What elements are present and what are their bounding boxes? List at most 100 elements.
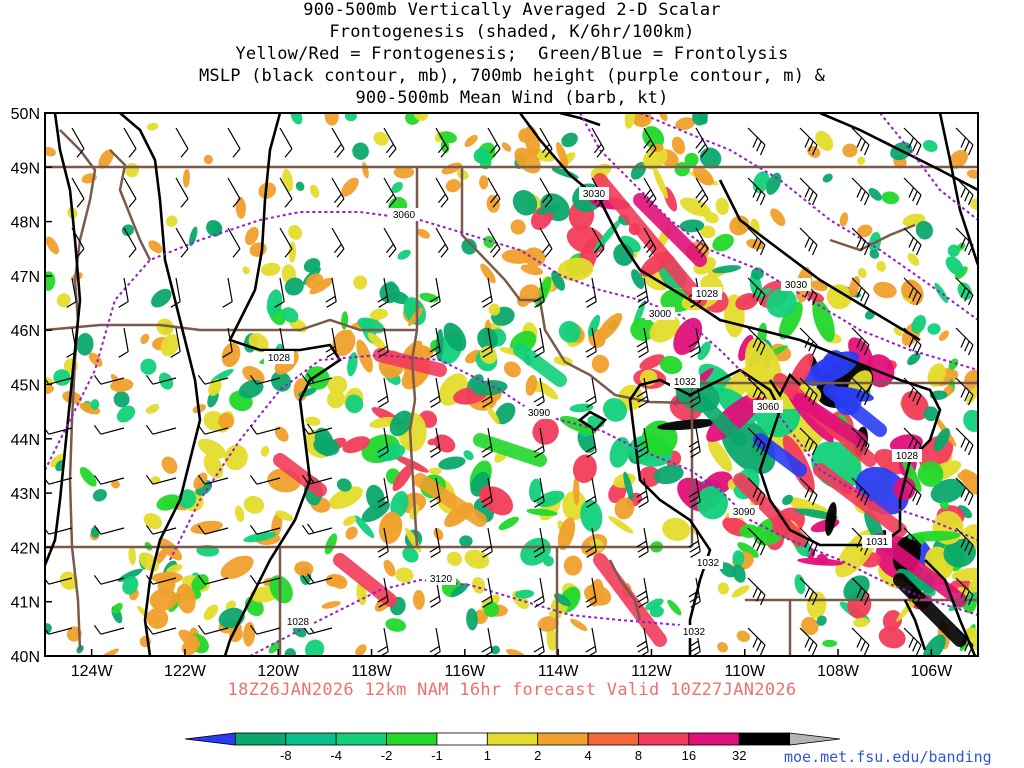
wind-barb <box>66 327 77 358</box>
shading-blob <box>674 161 690 177</box>
wind-barb <box>145 524 177 535</box>
shading-blob <box>609 437 631 468</box>
mslp-label-1028-north: 1028 <box>692 287 722 300</box>
height-label-3120: 3120 <box>426 572 456 585</box>
svg-text:3060: 3060 <box>757 402 780 413</box>
shading-blob <box>245 226 259 246</box>
shading-blob <box>869 249 880 259</box>
shading-blob <box>295 181 305 192</box>
wind-barb <box>799 227 818 256</box>
shading-blob <box>193 472 208 490</box>
shading-blob <box>557 257 594 282</box>
shading-blob <box>116 405 136 423</box>
shading-blob <box>92 488 107 502</box>
wind-barb <box>123 127 137 158</box>
wind-barb <box>301 473 333 485</box>
shading-blob <box>466 608 478 631</box>
colorbar-swatch <box>688 732 740 746</box>
shading-blob <box>623 471 634 501</box>
wind-barb <box>227 227 241 258</box>
svg-text:3090: 3090 <box>733 507 756 518</box>
mslp-label-1028-sw: 1028 <box>283 615 313 628</box>
shading-blob <box>438 456 466 470</box>
shading-blob <box>143 513 162 530</box>
wind-barb <box>435 177 449 208</box>
lon-label: 124W <box>71 663 114 680</box>
shading-band <box>813 463 907 537</box>
shading-blob <box>934 282 949 304</box>
colorbar-swatch <box>638 732 690 746</box>
wind-barb <box>123 227 137 258</box>
wind-barb <box>643 127 657 158</box>
shading-blob <box>525 374 538 396</box>
wind-barb <box>643 177 657 208</box>
colorbar-tick-label: -8 <box>280 748 292 763</box>
shading-blob <box>305 273 324 289</box>
wind-barb <box>145 374 177 385</box>
lat-label: 45N <box>11 378 40 395</box>
wind-barb <box>747 277 766 306</box>
shading-blob <box>563 555 583 576</box>
wind-barb <box>747 627 766 656</box>
shading-band <box>593 553 667 647</box>
shading-band <box>793 393 867 447</box>
shading-blob <box>197 438 227 459</box>
shading-blob <box>483 601 499 618</box>
shading-blob <box>927 363 946 387</box>
shading-blob <box>732 564 746 583</box>
wind-barb <box>539 177 553 208</box>
shading-blob <box>911 314 927 334</box>
wind-barb <box>747 527 766 556</box>
wind-barb <box>903 327 922 356</box>
wind-barb <box>222 327 233 358</box>
lat-label: 41N <box>11 595 40 612</box>
shading-blob <box>736 630 751 642</box>
colorbar-swatch <box>386 732 438 746</box>
wind-barb <box>249 624 281 635</box>
shading-blob <box>480 263 496 284</box>
shading-blob <box>243 495 265 514</box>
shading-blob <box>397 249 411 260</box>
lon-label: 112W <box>631 663 673 680</box>
svg-text:3090: 3090 <box>528 408 551 419</box>
shading-blob <box>424 347 434 357</box>
wind-barb <box>279 227 293 258</box>
shading-blob <box>882 610 902 631</box>
shading-blob <box>624 113 636 129</box>
frontogenesis-shading <box>45 113 978 656</box>
mslp-label-1028-east: 1028 <box>892 449 922 462</box>
shading-blob <box>717 641 728 653</box>
shading-blob <box>948 149 968 169</box>
wind-barb <box>955 427 974 456</box>
shading-blob <box>479 175 489 190</box>
shading-blob <box>731 585 750 598</box>
wind-barb <box>249 574 281 585</box>
shading-blob <box>569 403 594 413</box>
svg-text:1032: 1032 <box>683 627 706 638</box>
wind-barb <box>331 227 345 258</box>
wind-barb <box>851 327 870 356</box>
wind-barb <box>197 374 229 385</box>
shading-blob <box>591 354 610 373</box>
wind-barb <box>585 527 597 558</box>
shading-blob <box>140 358 157 375</box>
shading-blob <box>735 293 759 311</box>
wind-barb <box>249 524 281 535</box>
colorbar-swatch <box>436 732 488 746</box>
colorbar-swatch <box>184 732 236 746</box>
shading-blob <box>901 390 929 421</box>
wind-barb <box>799 527 818 556</box>
shading-blob <box>587 314 601 337</box>
shading-blob <box>675 117 696 131</box>
axis-labels: 50N 49N 48N 47N 46N 45N 44N 43N 42N 41N 40N 124W 122… <box>11 106 954 680</box>
title-line-1: 900-500mb Vertically Averaged 2-D Scalar <box>303 0 721 20</box>
wind-barb <box>747 127 766 156</box>
colorbar-swatch <box>587 732 639 746</box>
shading-blob <box>697 341 711 361</box>
shading-blob <box>314 427 335 457</box>
credit-link[interactable]: moe.met.fsu.edu/banding <box>784 748 992 766</box>
shading-blob <box>945 256 964 276</box>
wind-barb <box>747 177 766 206</box>
shading-blob <box>181 640 198 656</box>
shading-blob <box>596 312 623 342</box>
